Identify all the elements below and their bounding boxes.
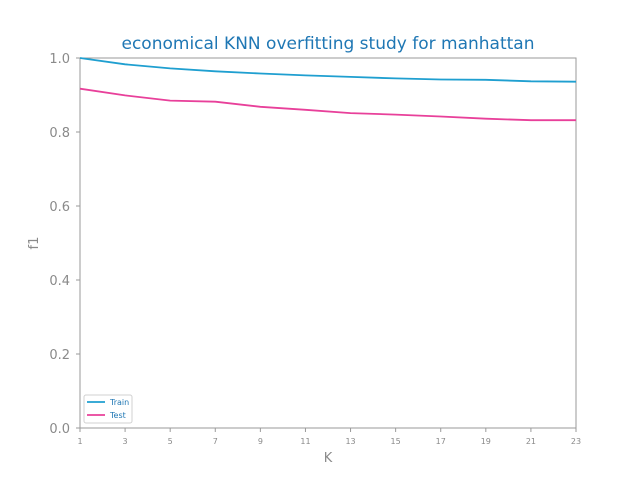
y-tick-label: 0.8 bbox=[49, 126, 70, 141]
x-tick-label: 23 bbox=[571, 437, 581, 446]
series-line-test bbox=[79, 87, 576, 122]
x-tick-label: 9 bbox=[258, 437, 263, 446]
legend-label-train: Train bbox=[109, 398, 129, 407]
y-tick-label: 0.2 bbox=[49, 348, 70, 363]
x-tick-label: 11 bbox=[300, 437, 310, 446]
series-line-train bbox=[79, 57, 577, 83]
x-tick-label: 17 bbox=[436, 437, 446, 446]
legend: Train Test bbox=[83, 394, 133, 424]
series-lines bbox=[79, 57, 577, 122]
plot-frame bbox=[79, 57, 577, 429]
y-tick-label: 0.6 bbox=[49, 200, 70, 215]
chart-title: economical KNN overfitting study for man… bbox=[122, 34, 535, 54]
y-tick-label: 0.0 bbox=[49, 422, 70, 437]
x-tick-label: 7 bbox=[213, 437, 218, 446]
x-tick-label: 15 bbox=[391, 437, 401, 446]
y-axis-label: f1 bbox=[27, 237, 42, 250]
x-tick-label: 19 bbox=[481, 437, 491, 446]
x-axis-label: K bbox=[324, 451, 333, 466]
y-tick-label: 1.0 bbox=[49, 52, 70, 67]
x-tick-label: 1 bbox=[77, 437, 82, 446]
x-tick-label: 5 bbox=[168, 437, 173, 446]
x-tick-label: 13 bbox=[345, 437, 355, 446]
y-tick-label: 0.4 bbox=[49, 274, 70, 289]
x-tick-label: 3 bbox=[123, 437, 128, 446]
x-axis: 1 3 5 7 9 11 13 15 17 19 21 23 bbox=[77, 428, 581, 446]
y-axis: 0.0 0.2 0.4 0.6 0.8 1.0 bbox=[49, 52, 80, 437]
x-tick-label: 21 bbox=[526, 437, 536, 446]
legend-label-test: Test bbox=[109, 411, 126, 420]
